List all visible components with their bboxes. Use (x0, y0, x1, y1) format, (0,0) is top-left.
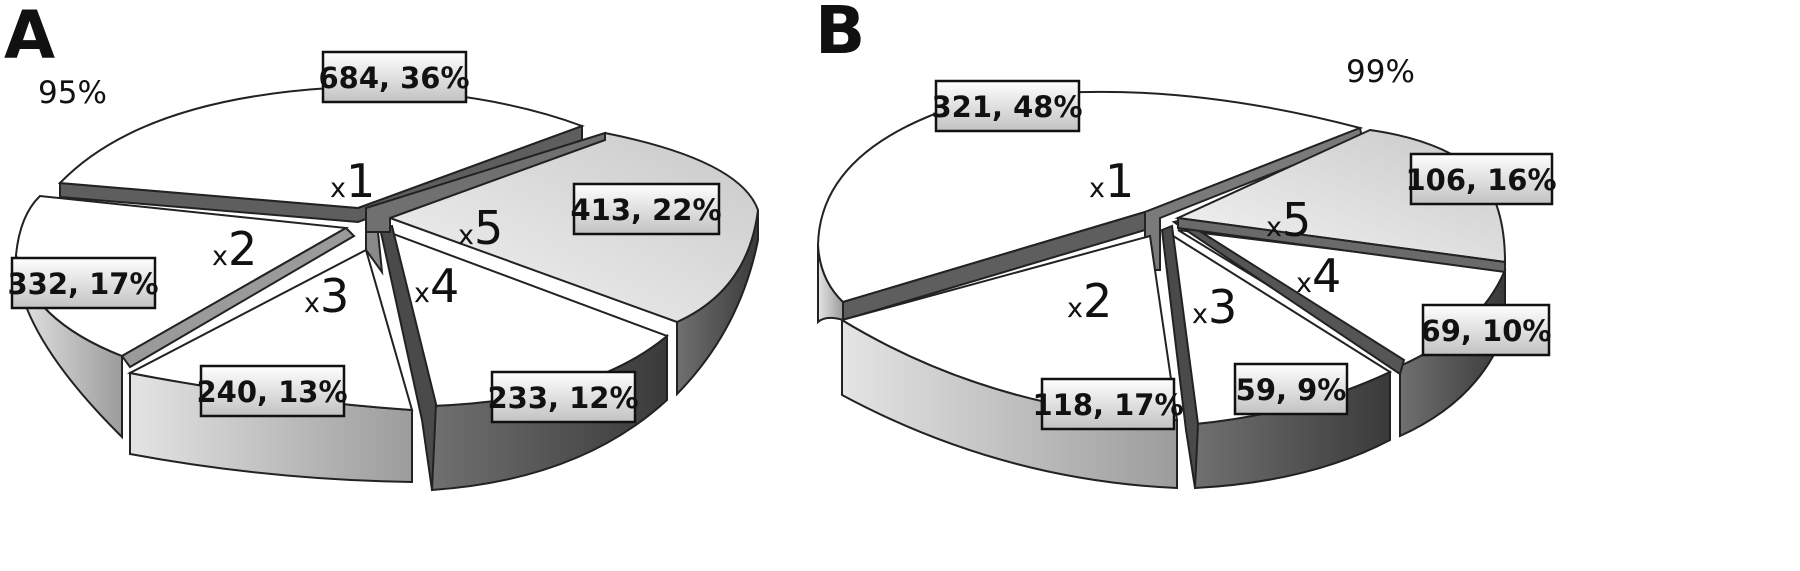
pie-a-label-x5-text: 413, 22% (570, 193, 721, 227)
panel-b: B 99% x1 x2 x3 x4 x5 (815, 0, 1557, 490)
panel-b-total-label: 99% (1346, 54, 1415, 90)
pie-a-label-x2-text: 332, 17% (7, 267, 158, 301)
pie-b-data-label-x4: 69, 10% (1421, 303, 1552, 357)
pie-b-x5-edge (1177, 216, 1506, 274)
pie-a-data-label-x2: 332, 17% (7, 256, 159, 310)
pie-b-name-x3: x3 (1192, 280, 1237, 334)
pie-b-data-label-x2: 118, 17% (1032, 377, 1184, 431)
pie-a-label-x4-text: 233, 12% (487, 381, 638, 415)
pie-b-label-x1-text: 321, 48% (931, 90, 1082, 124)
pie-b-label-x4-text: 69, 10% (1421, 314, 1552, 348)
pie-a-name-x3-digit: 3 (320, 269, 349, 323)
panel-a-total-label: 95% (38, 75, 107, 111)
pie-b-name-x2-digit: 2 (1083, 274, 1112, 328)
panel-a-letter: A (4, 0, 55, 74)
panel-b-letter: B (815, 0, 865, 69)
pie-a-name-x5: x5 (458, 201, 503, 255)
pie-a-name-x2-digit: 2 (228, 222, 257, 276)
pie-a-data-label-x3: 240, 13% (196, 364, 348, 418)
pie-b-name-x2: x2 (1067, 274, 1112, 328)
pie-b-name-x5-digit: 5 (1282, 193, 1311, 247)
pie-b-name-x3-digit: 3 (1208, 280, 1237, 334)
pie-b-name-x1: x1 (1089, 154, 1134, 208)
pie-a-name-x4-digit: 4 (430, 259, 459, 313)
pie-b-data-label-x1: 321, 48% (931, 79, 1083, 133)
pie-b-name-x5: x5 (1266, 193, 1311, 247)
pie-b-slice-names: x1 x2 x3 x4 x5 (1067, 154, 1341, 334)
pie-a-label-x3-text: 240, 13% (196, 375, 347, 409)
pie-b-slice-x1 (816, 90, 1364, 304)
pie-a-x5-edge (365, 131, 606, 233)
pie-b-name-x4-digit: 4 (1312, 249, 1341, 303)
pie-a-name-x1: x1 (330, 154, 375, 208)
pie-a-name-x5-digit: 5 (474, 201, 503, 255)
pie-a-data-label-x4: 233, 12% (487, 370, 639, 424)
pie-a-name-x2: x2 (212, 222, 257, 276)
pie-a-data-label-x1: 684, 36% (318, 50, 470, 104)
pie-a-x2-edge (120, 226, 356, 369)
pie-b-name-x4: x4 (1296, 249, 1341, 303)
pie-b-data-label-x3: 59, 9% (1233, 362, 1349, 416)
pie-b-data-label-x5: 106, 16% (1405, 152, 1557, 206)
pie-a-name-x1-digit: 1 (346, 154, 375, 208)
pie-b-name-x1-digit: 1 (1105, 154, 1134, 208)
pie-b-label-x5-text: 106, 16% (1405, 163, 1556, 197)
pie-a-slice-names: x1 x2 x3 x4 x5 (212, 154, 503, 323)
pie-b-label-x3-text: 59, 9% (1236, 373, 1347, 407)
pie-a-data-label-x5: 413, 22% (570, 182, 722, 236)
pie-a-name-x4: x4 (414, 259, 459, 313)
pie-a-name-x3: x3 (304, 269, 349, 323)
pie-a-label-x1-text: 684, 36% (318, 61, 469, 95)
pie-b-label-x2-text: 118, 17% (1032, 388, 1183, 422)
pie-b-x3-edge (1160, 224, 1200, 489)
panel-a: A 95% x1 x2 x3 x4 x5 (4, 0, 760, 492)
